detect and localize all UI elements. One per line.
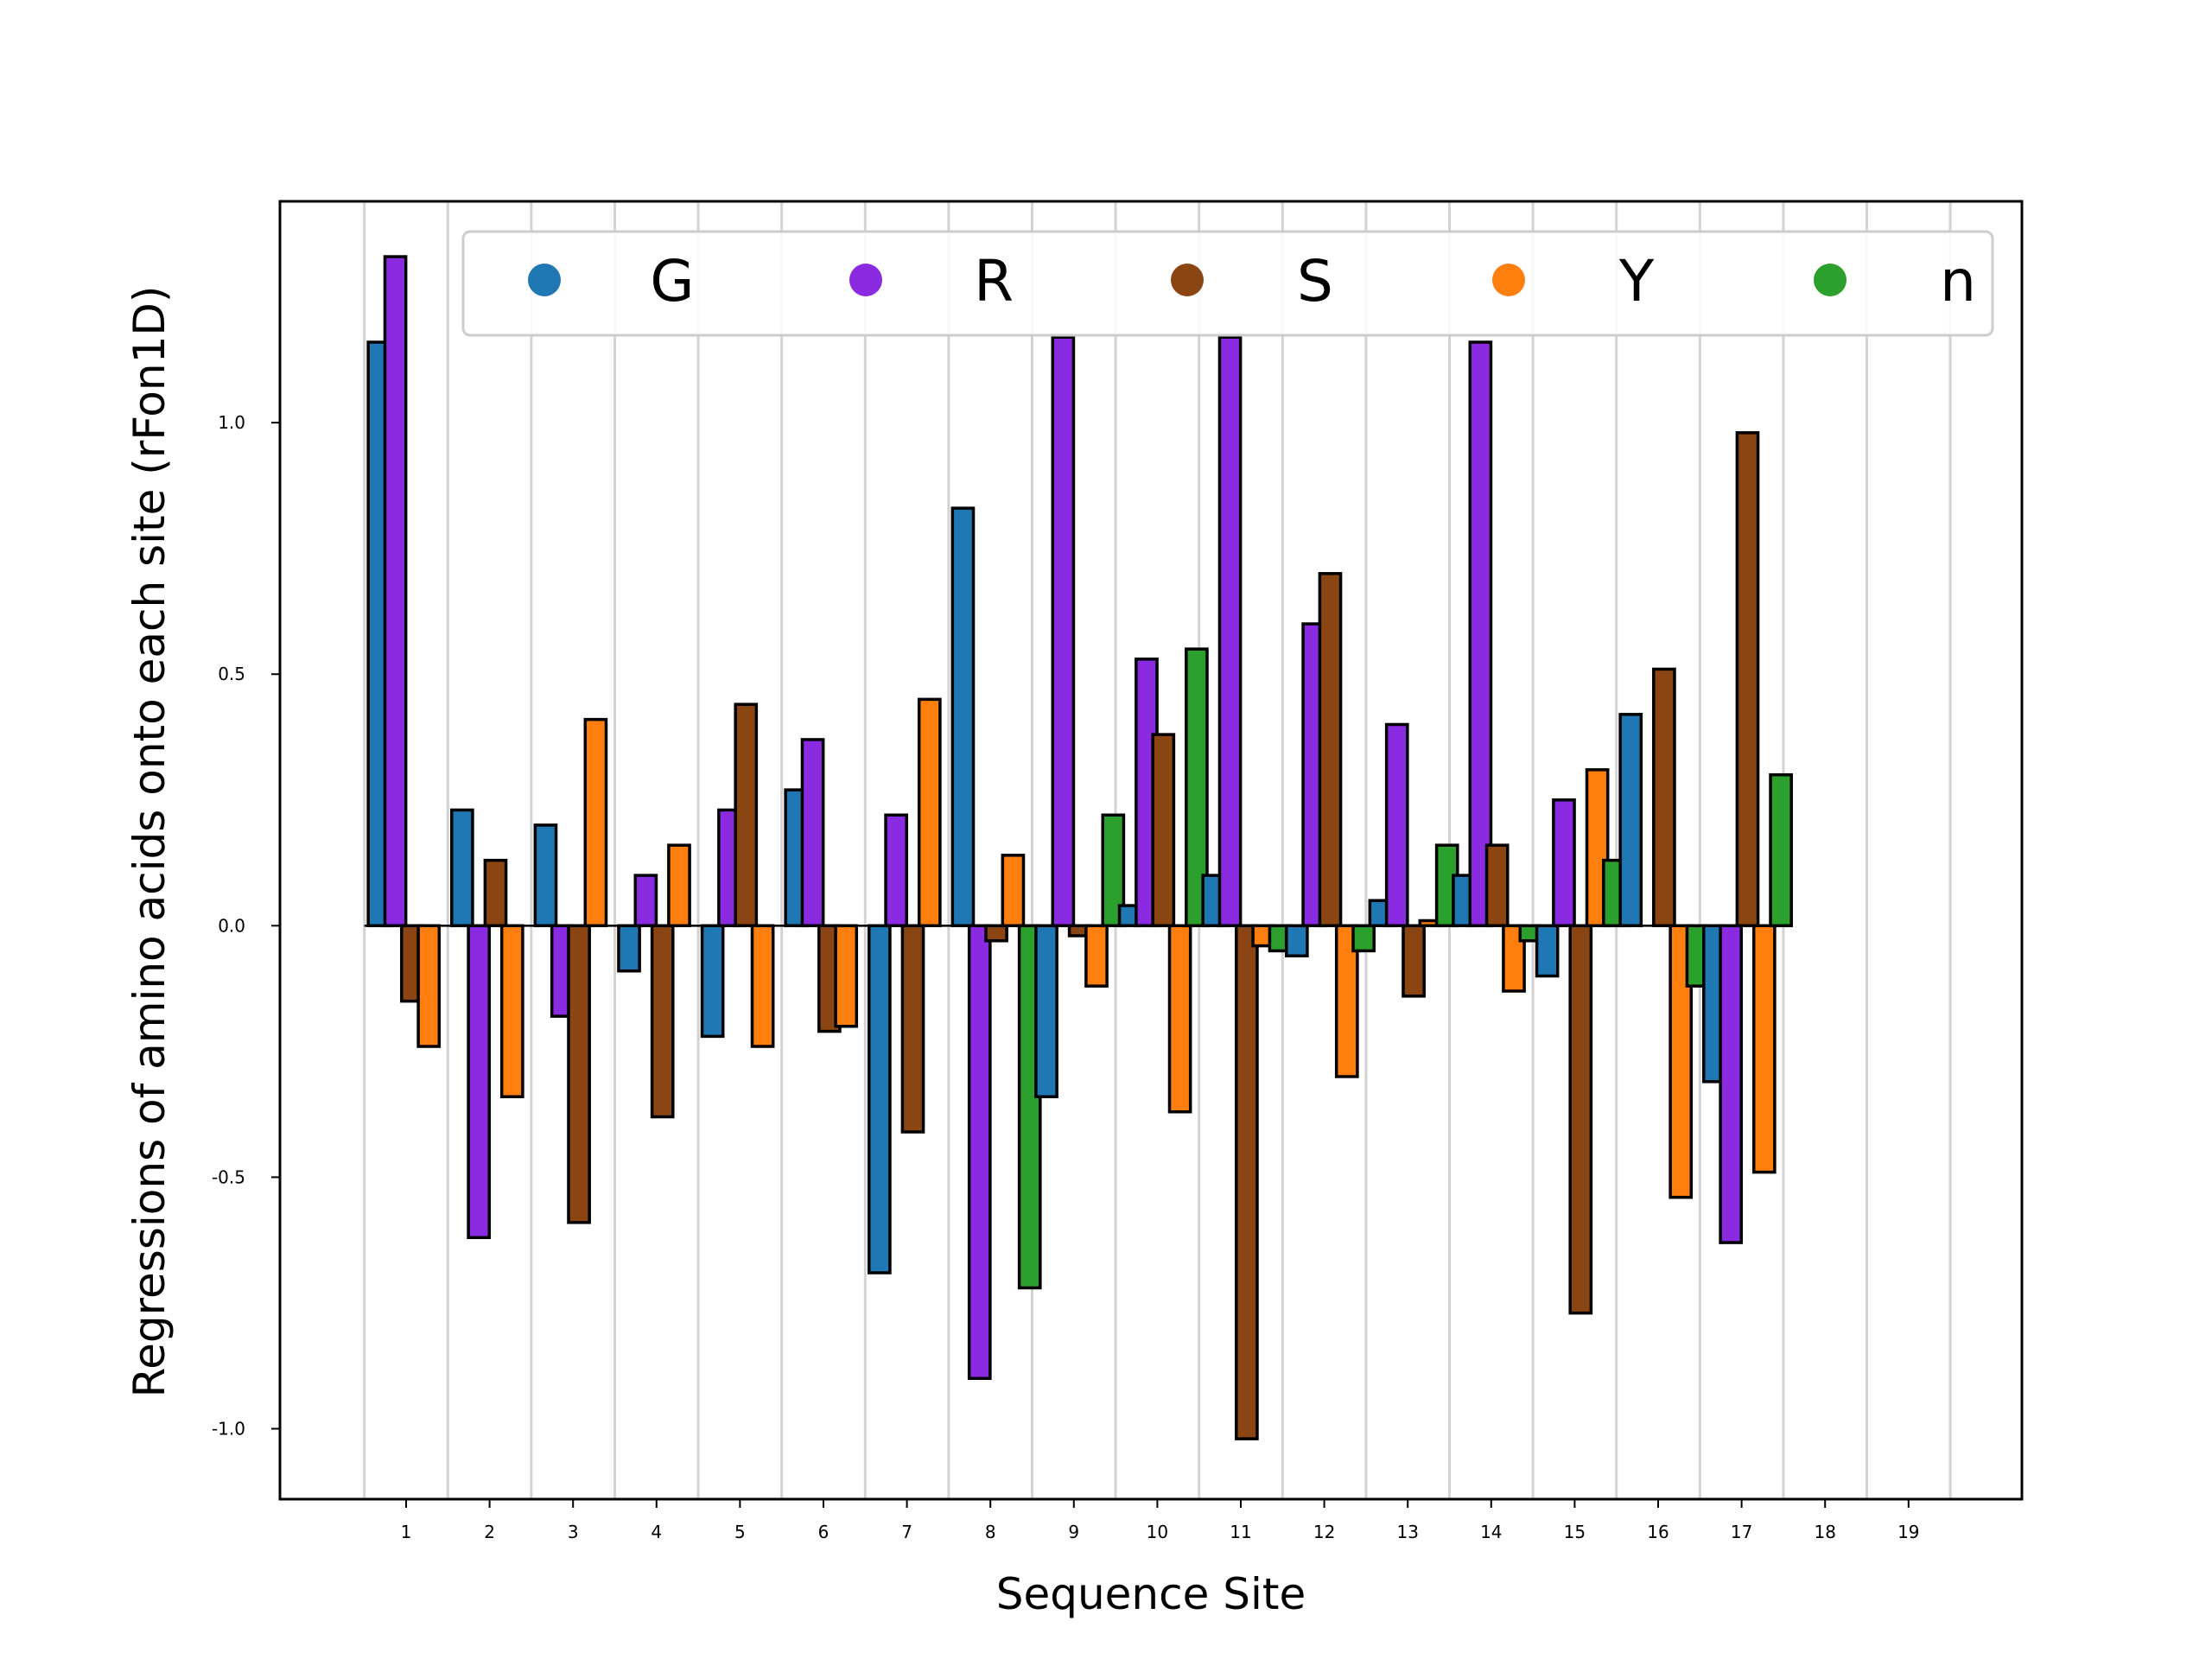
- bar-G-site-7: [867, 924, 892, 1274]
- bar-R-site-11: [1217, 335, 1243, 928]
- x-tick-label: 18: [1814, 1522, 1835, 1542]
- bar-Y-site-7: [917, 697, 942, 928]
- bar-G-site-3: [533, 823, 558, 928]
- x-tick-label: 19: [1897, 1522, 1919, 1542]
- x-tick-label: 7: [901, 1522, 912, 1542]
- legend-marker-G: [528, 264, 561, 296]
- bar-S-site-16: [1652, 667, 1676, 928]
- bar-R-site-7: [884, 813, 909, 928]
- bar-Y-site-4: [667, 843, 691, 928]
- bar-R-site-2: [467, 924, 492, 1240]
- x-tick-label: 16: [1647, 1522, 1669, 1542]
- bar-S-site-4: [650, 924, 675, 1119]
- bar-S-site-17: [1735, 431, 1760, 928]
- legend-label-G: G: [650, 248, 694, 315]
- bar-R-site-6: [800, 738, 825, 928]
- bar-S-site-5: [734, 702, 759, 928]
- legend-marker-n: [1814, 264, 1847, 296]
- bar-S-site-11: [1235, 924, 1259, 1440]
- x-tick-label: 12: [1313, 1522, 1335, 1542]
- bar-R-site-9: [1051, 335, 1076, 928]
- legend-marker-R: [849, 264, 882, 296]
- bar-S-site-2: [483, 858, 508, 928]
- bar-S-site-7: [900, 924, 925, 1134]
- legend-marker-S: [1171, 264, 1204, 296]
- legend-box: [461, 230, 1994, 337]
- bar-G-site-8: [950, 506, 976, 928]
- y-axis-label: Regressions of amino acids onto each sit…: [124, 286, 175, 1398]
- bar-Y-site-10: [1167, 924, 1192, 1114]
- bar-G-site-9: [1034, 924, 1058, 1099]
- bar-Y-site-2: [499, 924, 524, 1099]
- plot-frame: [278, 200, 2024, 1501]
- bar-G-site-4: [617, 924, 641, 973]
- x-tick-label: 9: [1068, 1522, 1079, 1542]
- bar-R-site-14: [1468, 340, 1493, 928]
- y-tick-label: -0.5: [212, 1166, 245, 1187]
- x-tick-label: 4: [651, 1522, 662, 1542]
- x-tick-label: 2: [484, 1522, 495, 1542]
- y-tick-label: -1.0: [212, 1418, 245, 1439]
- bar-R-site-4: [633, 874, 658, 928]
- y-tick-label: 0.0: [218, 915, 245, 936]
- bar-Y-site-9: [1084, 924, 1109, 988]
- bar-S-site-10: [1151, 733, 1176, 928]
- legend-marker-Y: [1492, 264, 1525, 296]
- bar-G-site-12: [1284, 924, 1309, 958]
- bar-Y-site-6: [834, 924, 859, 1028]
- y-axis-ticks: -1.0 -0.5 0.0 0.5 1.0: [212, 412, 280, 1439]
- bar-S-site-12: [1318, 572, 1343, 928]
- bar-R-site-1: [383, 255, 408, 928]
- bar-S-site-13: [1402, 924, 1426, 998]
- x-tick-label: 1: [401, 1522, 412, 1542]
- x-tick-label: 6: [818, 1522, 830, 1542]
- bar-Y-site-1: [416, 924, 442, 1048]
- x-tick-label: 13: [1396, 1522, 1418, 1542]
- legend-label-R: R: [974, 248, 1014, 315]
- bar-R-site-8: [967, 924, 992, 1381]
- legend-label-S: S: [1297, 248, 1333, 315]
- bar-S-site-15: [1568, 924, 1593, 1315]
- bar-G-site-2: [449, 808, 474, 928]
- x-tick-label: 5: [734, 1522, 746, 1542]
- bar-S-site-8: [984, 924, 1008, 943]
- bar-S-site-14: [1484, 843, 1510, 928]
- x-tick-label: 14: [1480, 1522, 1502, 1542]
- legend-label-Y: Y: [1618, 248, 1655, 315]
- bar-R-site-15: [1552, 798, 1576, 928]
- bar-n-site-17: [1769, 772, 1793, 928]
- bar-Y-site-5: [750, 924, 775, 1048]
- x-tick-label: 10: [1147, 1522, 1168, 1542]
- x-axis-label: Sequence Site: [996, 1569, 1306, 1619]
- bar-n-site-12: [1351, 924, 1376, 953]
- y-tick-label: 0.5: [218, 664, 245, 684]
- bar-R-site-17: [1719, 924, 1744, 1244]
- bar-Y-site-8: [1001, 854, 1026, 928]
- y-tick-label: 1.0: [218, 412, 245, 433]
- bar-G-site-5: [700, 924, 725, 1039]
- x-tick-label: 8: [985, 1522, 996, 1542]
- bar-Y-site-17: [1751, 924, 1777, 1174]
- x-tick-label: 17: [1731, 1522, 1752, 1542]
- x-tick-label: 3: [568, 1522, 579, 1542]
- bar-Y-site-3: [583, 717, 608, 928]
- bar-S-site-3: [567, 924, 591, 1224]
- x-axis-ticks: 1 2 3 4 5 6 7 8 9 10 11 12 13 14 15 16 17 18 19: [401, 1499, 1920, 1542]
- x-tick-label: 11: [1230, 1522, 1251, 1542]
- legend-label-n: n: [1940, 248, 1976, 315]
- bar-G-site-16: [1618, 713, 1643, 928]
- x-tick-label: 15: [1564, 1522, 1586, 1542]
- bar-G-site-15: [1535, 924, 1560, 978]
- bar-R-site-13: [1384, 722, 1409, 928]
